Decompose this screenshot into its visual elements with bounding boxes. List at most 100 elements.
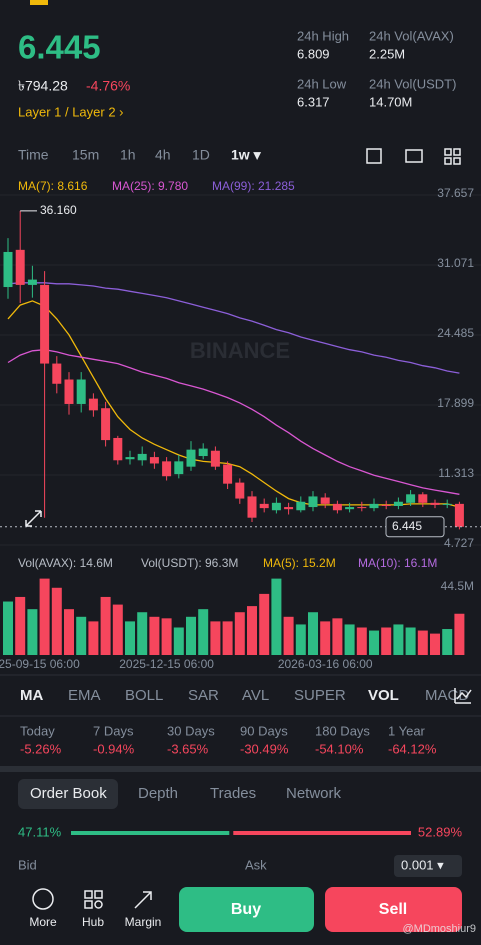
last-price: 6.445 bbox=[18, 29, 101, 66]
period-label: 90 Days bbox=[240, 723, 288, 738]
nav-label[interactable]: More bbox=[29, 915, 57, 929]
candle-body bbox=[357, 507, 367, 509]
stat-value: 6.809 bbox=[297, 46, 330, 61]
nav-label[interactable]: Margin bbox=[125, 915, 162, 929]
chart-watermark: BINANCE bbox=[190, 338, 290, 363]
book-tab[interactable]: Order Book bbox=[30, 785, 107, 802]
indicator-tab[interactable]: MA bbox=[20, 687, 43, 704]
candle-body bbox=[149, 457, 159, 464]
candle-body bbox=[223, 464, 233, 484]
timeframe[interactable]: 15m bbox=[72, 147, 99, 163]
ma-legend: MA(25): 9.780 bbox=[112, 179, 188, 193]
candle-body bbox=[210, 450, 220, 467]
book-tab[interactable]: Trades bbox=[210, 785, 256, 802]
price-chart: 37.657 31.071 24.485 17.899 11.313 4.727 BINAN… bbox=[0, 179, 481, 550]
indicator-tab[interactable]: VOL bbox=[368, 687, 399, 704]
period-change: -54.10% bbox=[315, 741, 364, 756]
price-change: -4.76% bbox=[86, 78, 130, 94]
tool-icon[interactable] bbox=[405, 149, 423, 163]
candle-body bbox=[259, 503, 269, 509]
buy-button[interactable] bbox=[179, 887, 314, 932]
more-icon[interactable] bbox=[32, 888, 54, 910]
stat-label: 24h Vol(AVAX) bbox=[369, 28, 454, 43]
category-tag[interactable]: Layer 1 / Layer 2 › bbox=[18, 104, 124, 119]
volume-bar bbox=[320, 621, 331, 655]
volume-bar bbox=[308, 612, 318, 655]
volume-bar bbox=[247, 606, 257, 655]
candle-body bbox=[88, 398, 98, 411]
volume-bar bbox=[125, 621, 135, 655]
timeframe[interactable]: 1h bbox=[120, 147, 136, 163]
ma-line bbox=[7, 349, 460, 495]
indicator-tab[interactable]: SAR bbox=[188, 687, 219, 704]
ratio-bar: 47.11% 52.89% bbox=[18, 824, 462, 839]
volume-legend: Vol(USDT): 96.3M bbox=[141, 556, 238, 570]
period-change: -30.49% bbox=[240, 741, 289, 756]
sell-label[interactable]: Sell bbox=[379, 901, 407, 918]
period-change: -64.12% bbox=[388, 741, 437, 756]
timeframe[interactable]: Time bbox=[18, 147, 49, 163]
volume-bar bbox=[112, 604, 123, 655]
candle-body bbox=[3, 251, 13, 288]
volume-bar bbox=[271, 578, 282, 655]
volume-bar bbox=[332, 618, 343, 655]
timeframe[interactable]: 1w ▾ bbox=[231, 147, 262, 163]
candle-body bbox=[296, 501, 306, 511]
step-select[interactable] bbox=[394, 855, 462, 877]
volume-bar bbox=[405, 627, 416, 655]
book-tab[interactable]: Depth bbox=[138, 785, 178, 802]
candle-body bbox=[64, 379, 74, 404]
tool-icon[interactable] bbox=[444, 148, 452, 156]
candle-body bbox=[308, 496, 318, 508]
candle-body bbox=[430, 502, 440, 505]
tool-icon[interactable] bbox=[366, 148, 382, 164]
y-tick-label: 24.485 bbox=[437, 326, 474, 340]
indicator-tab[interactable]: AVL bbox=[242, 687, 269, 704]
candle-body bbox=[52, 363, 62, 384]
timeframe[interactable]: 1D bbox=[192, 147, 210, 163]
candle-body bbox=[27, 279, 37, 285]
y-tick-label: 11.313 bbox=[438, 466, 474, 480]
indicator-tab[interactable]: BOLL bbox=[125, 687, 163, 704]
watermark: @MDmoshiur9 bbox=[402, 923, 476, 935]
volume-bar bbox=[295, 624, 306, 655]
book-tabs: Order Book Depth Trades Network bbox=[30, 785, 342, 802]
tab-indicator bbox=[30, 0, 48, 5]
candle-body bbox=[284, 507, 294, 510]
volume-bar bbox=[393, 624, 404, 655]
stat-label: 24h High bbox=[297, 28, 349, 43]
margin-icon[interactable] bbox=[134, 891, 152, 909]
volume-bar bbox=[234, 612, 245, 655]
tool-icon[interactable] bbox=[444, 157, 452, 165]
candle-body bbox=[40, 284, 50, 364]
indicator-tab[interactable]: EMA bbox=[68, 687, 101, 704]
candle-body bbox=[15, 249, 25, 285]
y-tick-label: 4.727 bbox=[444, 536, 474, 550]
indicator-settings[interactable] bbox=[454, 688, 472, 704]
ma-line bbox=[7, 282, 460, 374]
volume-bar bbox=[3, 601, 13, 655]
sell-button[interactable] bbox=[325, 887, 462, 932]
tool-icon[interactable] bbox=[453, 157, 461, 165]
indicator-tab[interactable]: SUPER bbox=[294, 687, 346, 704]
candle-body bbox=[454, 503, 464, 527]
buy-label[interactable]: Buy bbox=[231, 901, 261, 918]
nav-label[interactable]: Hub bbox=[82, 915, 104, 929]
period-label: Today bbox=[20, 723, 55, 738]
volume-bar bbox=[27, 609, 38, 655]
indicator-tab[interactable]: MACD bbox=[425, 687, 469, 704]
tool-icon[interactable] bbox=[453, 148, 461, 156]
candle-body bbox=[406, 494, 416, 503]
candle-body bbox=[125, 457, 135, 460]
hub-icon[interactable] bbox=[84, 890, 103, 909]
volume-bar bbox=[222, 621, 233, 655]
timeframe[interactable]: 4h bbox=[155, 147, 171, 163]
candle-body bbox=[442, 503, 452, 505]
bid-header: Bid bbox=[18, 857, 37, 872]
timeframes: Time 15m 1h 4h 1D 1w ▾ bbox=[18, 147, 262, 163]
last-price-box bbox=[385, 516, 445, 538]
expand-icon[interactable] bbox=[25, 510, 42, 527]
book-tab[interactable]: Network bbox=[286, 785, 342, 802]
x-tick-label: 2025-09-15 06:00 bbox=[0, 657, 80, 671]
candle-body bbox=[381, 504, 391, 506]
